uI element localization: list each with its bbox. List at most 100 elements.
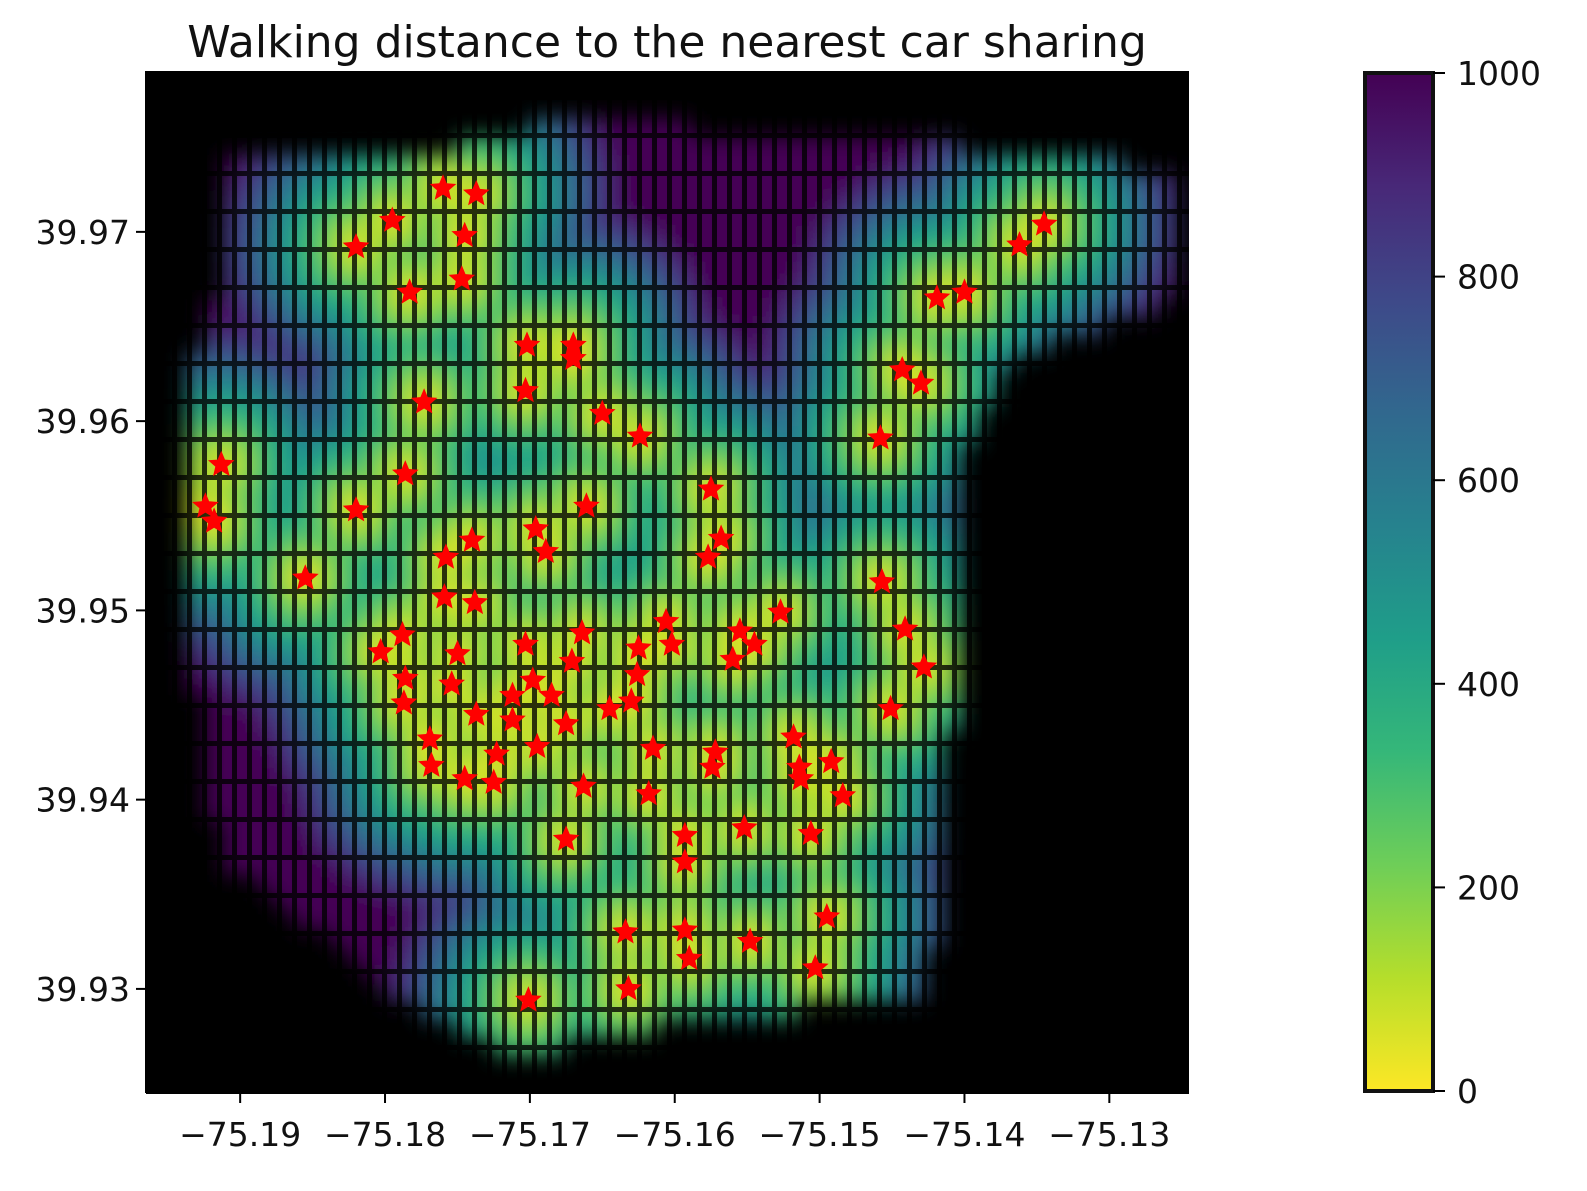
heat-cell — [1069, 227, 1087, 245]
heat-cell — [979, 155, 997, 173]
car-sharing-star — [868, 568, 896, 594]
street-gap — [146, 285, 1189, 290]
street-gap — [757, 71, 762, 1093]
heat-cell — [529, 713, 547, 731]
street-gap — [952, 71, 957, 1093]
street-gap — [146, 513, 1189, 518]
y-tick-label: 39.94 — [36, 781, 130, 820]
heat-cell — [799, 155, 817, 173]
street-gap — [997, 71, 1002, 1093]
heat-cell — [439, 407, 457, 425]
heat-cell — [799, 533, 817, 551]
heat-cell — [259, 371, 277, 389]
street-gap — [547, 71, 552, 1093]
heat-cell — [529, 911, 547, 929]
heat-cell — [979, 227, 997, 245]
heat-cell — [799, 569, 817, 587]
heat-cell — [349, 299, 367, 317]
heat-cell — [799, 605, 817, 623]
street-gap — [892, 71, 897, 1093]
car-sharing-star — [671, 916, 699, 942]
heat-cell — [889, 983, 907, 1001]
street-gap — [172, 71, 177, 1093]
heat-cell — [619, 713, 637, 731]
street-gap — [637, 71, 642, 1093]
heat-cell — [439, 299, 457, 317]
heat-cell — [709, 263, 727, 281]
heat-cell — [259, 479, 277, 497]
street-gap — [146, 551, 1189, 556]
car-sharing-star — [431, 583, 458, 609]
street-gap — [146, 247, 1189, 252]
street-gap — [146, 95, 1189, 100]
x-axis: −75.19 −75.18 −75.17 −75.16 −75.15 −75.14 −75.… — [146, 1092, 1189, 1154]
heat-cell — [439, 479, 457, 497]
heat-cell — [889, 533, 907, 551]
heat-cell — [349, 947, 367, 965]
street-gap — [607, 71, 612, 1093]
heat-cell — [709, 839, 727, 857]
street-gap — [146, 589, 1189, 594]
car-sharing-star — [378, 206, 406, 232]
car-sharing-star — [801, 954, 829, 980]
car-sharing-star — [699, 753, 726, 779]
heat-cell — [619, 749, 637, 767]
heat-cell — [619, 137, 637, 155]
car-sharing-star — [480, 768, 507, 794]
heat-cell — [529, 1019, 547, 1037]
colorbar-gradient — [1363, 71, 1435, 1093]
heat-cell — [439, 569, 457, 587]
heat-cell — [349, 713, 367, 731]
car-sharing-star — [448, 265, 476, 291]
heat-cell — [439, 947, 457, 965]
heat-cell — [619, 947, 637, 965]
street-gap — [622, 71, 627, 1093]
heat-cell — [349, 911, 367, 929]
street-gap — [787, 71, 792, 1093]
heat-cell — [529, 947, 547, 965]
heat-cell — [889, 155, 907, 173]
heat-cell — [529, 191, 547, 209]
street-gap — [592, 71, 597, 1093]
heat-cell — [619, 371, 637, 389]
heat-cell — [799, 443, 817, 461]
heat-cell — [349, 191, 367, 209]
car-sharing-star — [615, 974, 642, 1001]
heat-cell — [529, 875, 547, 893]
street-gap — [146, 323, 1189, 328]
x-tick-label: −75.15 — [759, 1115, 881, 1154]
heat-cell — [259, 731, 277, 749]
car-sharing-star — [522, 515, 549, 541]
heat-cell — [889, 137, 907, 155]
heat-cell — [619, 533, 637, 551]
street-gap — [1057, 71, 1062, 1093]
car-sharing-star — [736, 927, 764, 953]
heat-cell — [439, 605, 457, 623]
heat-cell — [529, 443, 547, 461]
heat-cell — [709, 875, 727, 893]
heat-cell — [259, 677, 277, 695]
heat-cell — [1069, 299, 1087, 317]
heat-cell — [259, 155, 277, 173]
heat-cell — [259, 839, 277, 857]
heat-cell — [1159, 263, 1177, 281]
car-sharing-star — [626, 422, 654, 448]
heat-cell — [619, 497, 637, 515]
heat-cell — [799, 479, 817, 497]
y-tick-label: 39.93 — [36, 970, 130, 1009]
heat-cell — [799, 191, 817, 209]
heat-cell — [349, 839, 367, 857]
x-tick-label: −75.16 — [614, 1115, 736, 1154]
street-gap — [337, 71, 342, 1093]
heat-cell — [619, 299, 637, 317]
street-gap — [146, 855, 1189, 860]
car-sharing-star — [513, 331, 541, 357]
heat-cell — [259, 335, 277, 353]
heat-cell — [529, 155, 547, 173]
heat-cell — [709, 605, 727, 623]
street-gap — [146, 741, 1189, 746]
heat-cell — [529, 605, 547, 623]
street-gap — [412, 71, 417, 1093]
heat-cell — [709, 821, 727, 839]
